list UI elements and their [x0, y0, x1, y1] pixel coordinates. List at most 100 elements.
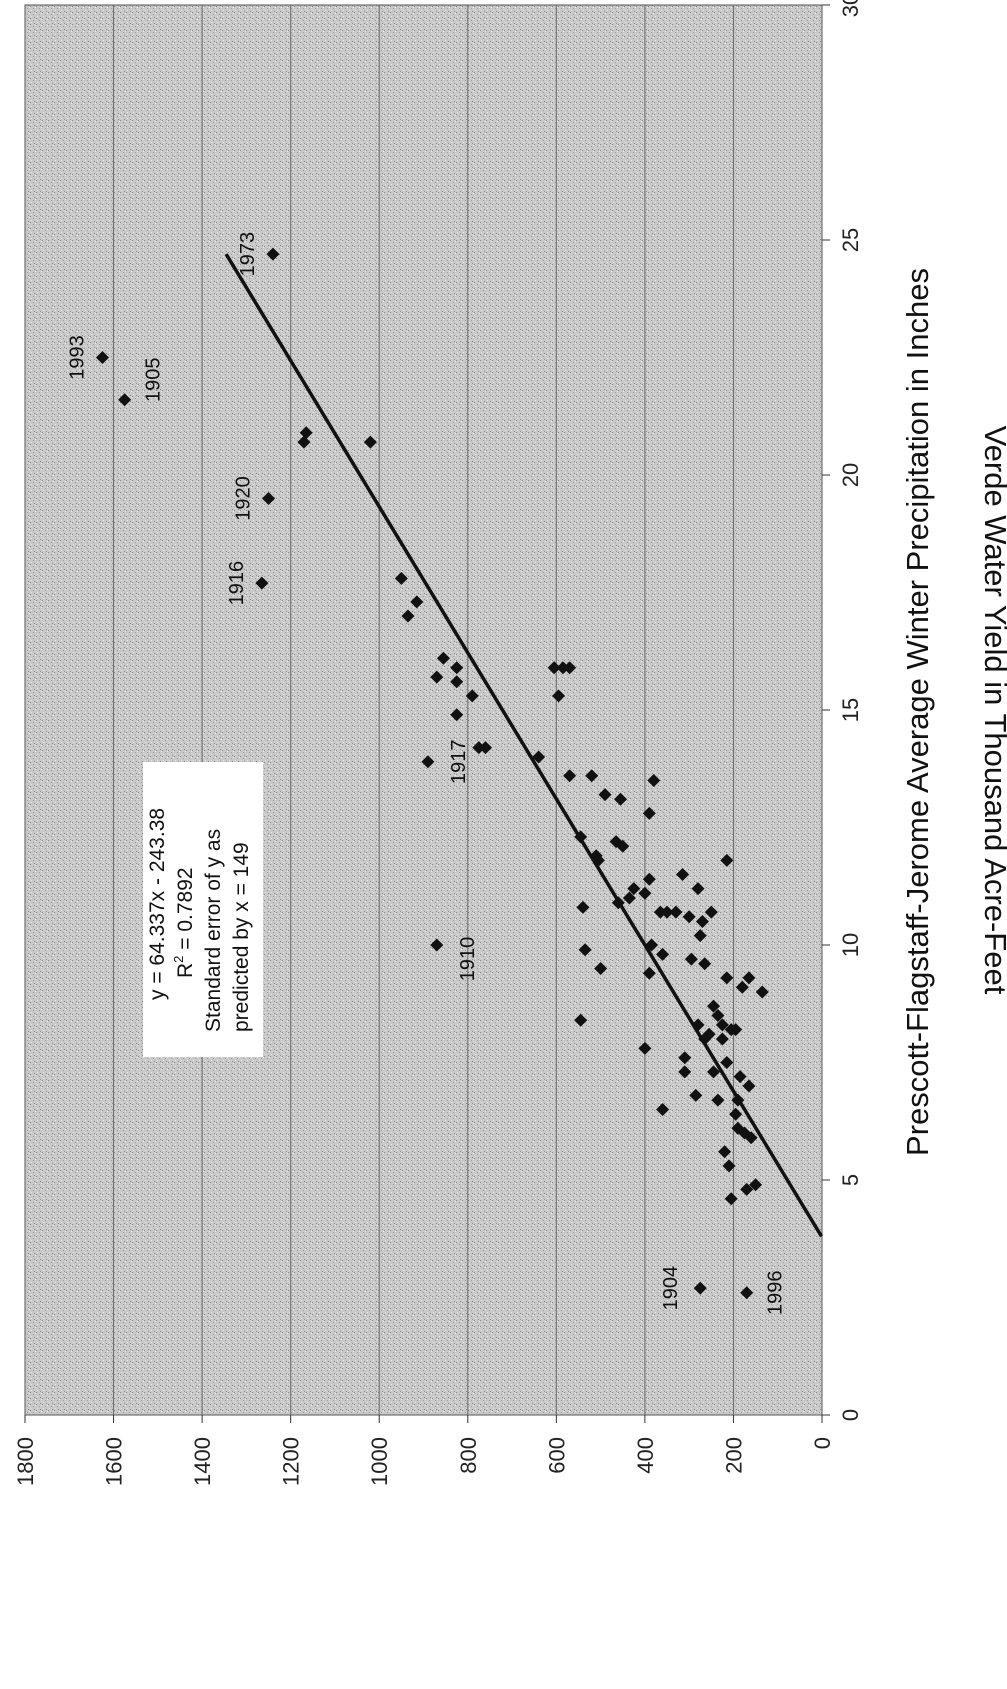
- data-point: [642, 806, 656, 820]
- x-tick-label: 0: [838, 1409, 863, 1421]
- data-point: [532, 750, 546, 764]
- data-point: [450, 675, 464, 689]
- data-point: [627, 882, 641, 896]
- data-point: [669, 905, 683, 919]
- data-point: [691, 882, 705, 896]
- x-tick-label: 15: [838, 698, 863, 722]
- y-tick-label: 800: [456, 1437, 481, 1474]
- year-label-1920: 1920: [233, 476, 255, 521]
- data-point: [394, 571, 408, 585]
- x-axis-ticks: 0 5 10 15 20 25 30: [822, 0, 863, 1421]
- data-point: [733, 1070, 747, 1084]
- data-point: [744, 1131, 758, 1145]
- year-label-1910: 1910: [457, 937, 479, 982]
- data-point: [638, 1041, 652, 1055]
- data-point: [698, 957, 712, 971]
- grid-lines: [113, 5, 734, 1415]
- year-label-1917: 1917: [448, 739, 470, 784]
- data-point: [430, 670, 444, 684]
- data-point-1917: [421, 755, 435, 769]
- data-point: [585, 769, 599, 783]
- data-point: [740, 1182, 754, 1196]
- equation-box: y = 64.337x - 243.38 R2 = 0.7892 Standar…: [143, 762, 263, 1057]
- y-tick-label: 600: [544, 1437, 569, 1474]
- data-point: [574, 830, 588, 844]
- trendline: [224, 253, 824, 1238]
- data-point: [707, 1065, 721, 1079]
- data-point: [598, 788, 612, 802]
- data-point: [436, 651, 450, 665]
- y-tick-label: 1600: [102, 1437, 127, 1486]
- standard-error-line2: predicted by x = 149: [230, 842, 253, 1032]
- data-point-1973: [266, 247, 280, 261]
- data-point: [656, 947, 670, 961]
- data-point: [574, 1013, 588, 1027]
- data-point-1905: [118, 393, 132, 407]
- y-tick-label: 1000: [367, 1437, 392, 1486]
- data-point: [698, 1032, 712, 1046]
- data-point: [563, 769, 577, 783]
- data-point: [676, 868, 690, 881]
- data-point: [638, 886, 652, 900]
- y-tick-label: 1200: [279, 1437, 304, 1486]
- trendline-group: [224, 253, 824, 1238]
- data-point-1996: [740, 1286, 754, 1300]
- y-axis-title: Verde Water Yield in Thousand Acre-Feet: [978, 426, 1007, 995]
- year-label-1905: 1905: [143, 358, 165, 403]
- x-tick-label: 5: [838, 1174, 863, 1186]
- x-tick-label: 25: [838, 228, 863, 252]
- data-point: [695, 915, 709, 928]
- data-points: [95, 247, 769, 1300]
- data-point: [614, 792, 628, 806]
- data-point: [749, 1178, 763, 1192]
- y-tick-label: 1800: [13, 1437, 38, 1486]
- data-point: [450, 708, 464, 722]
- data-point: [678, 1065, 692, 1079]
- data-point: [576, 900, 590, 914]
- x-axis-title: Prescott-Flagstaff-Jerome Average Winter…: [900, 268, 935, 1156]
- data-point: [707, 999, 721, 1013]
- x-tick-label: 20: [838, 463, 863, 487]
- x-tick-label: 30: [838, 0, 863, 17]
- data-point: [682, 910, 696, 924]
- point-year-labels: 1904 1996 1910 1917 1916 1920 1905 1993 1973: [66, 232, 786, 1315]
- data-point: [656, 1103, 670, 1116]
- data-point: [722, 1159, 736, 1173]
- data-point: [401, 609, 415, 623]
- data-point: [718, 1145, 732, 1159]
- data-point: [647, 774, 661, 787]
- data-point: [742, 971, 756, 985]
- data-point: [465, 689, 479, 703]
- data-point-1920: [262, 492, 276, 505]
- plot-area: [24, 4, 823, 1416]
- data-point: [642, 872, 656, 886]
- x-tick-label: 10: [838, 933, 863, 957]
- y-tick-label: 1400: [190, 1437, 215, 1486]
- data-point: [691, 1018, 705, 1032]
- equation-box-bg: [143, 762, 263, 1057]
- data-point-1910: [430, 938, 444, 952]
- data-point: [450, 661, 464, 675]
- data-point: [720, 1056, 734, 1069]
- y-axis-ticks: 0 200 400 600 800 1000 1200 1400 1600 1800: [13, 1415, 835, 1486]
- data-point: [578, 943, 592, 957]
- data-point: [715, 1018, 729, 1032]
- data-point-1993: [95, 351, 109, 364]
- data-point: [552, 689, 566, 703]
- data-point: [720, 971, 734, 985]
- year-label-1996: 1996: [765, 1271, 787, 1316]
- data-point: [755, 985, 769, 999]
- data-point: [704, 905, 718, 919]
- year-label-1973: 1973: [237, 232, 259, 277]
- data-point-1904: [693, 1281, 707, 1295]
- data-point: [547, 661, 561, 675]
- r-squared-text: R2 = 0.7892: [171, 867, 197, 978]
- trendline-equation: y = 64.337x - 243.38: [146, 808, 169, 1000]
- year-label-1993: 1993: [66, 335, 88, 380]
- data-point: [689, 1088, 703, 1102]
- data-point: [622, 891, 636, 905]
- y-tick-label: 0: [810, 1437, 835, 1449]
- data-point: [611, 896, 625, 910]
- data-point: [594, 962, 608, 975]
- data-point: [642, 966, 656, 980]
